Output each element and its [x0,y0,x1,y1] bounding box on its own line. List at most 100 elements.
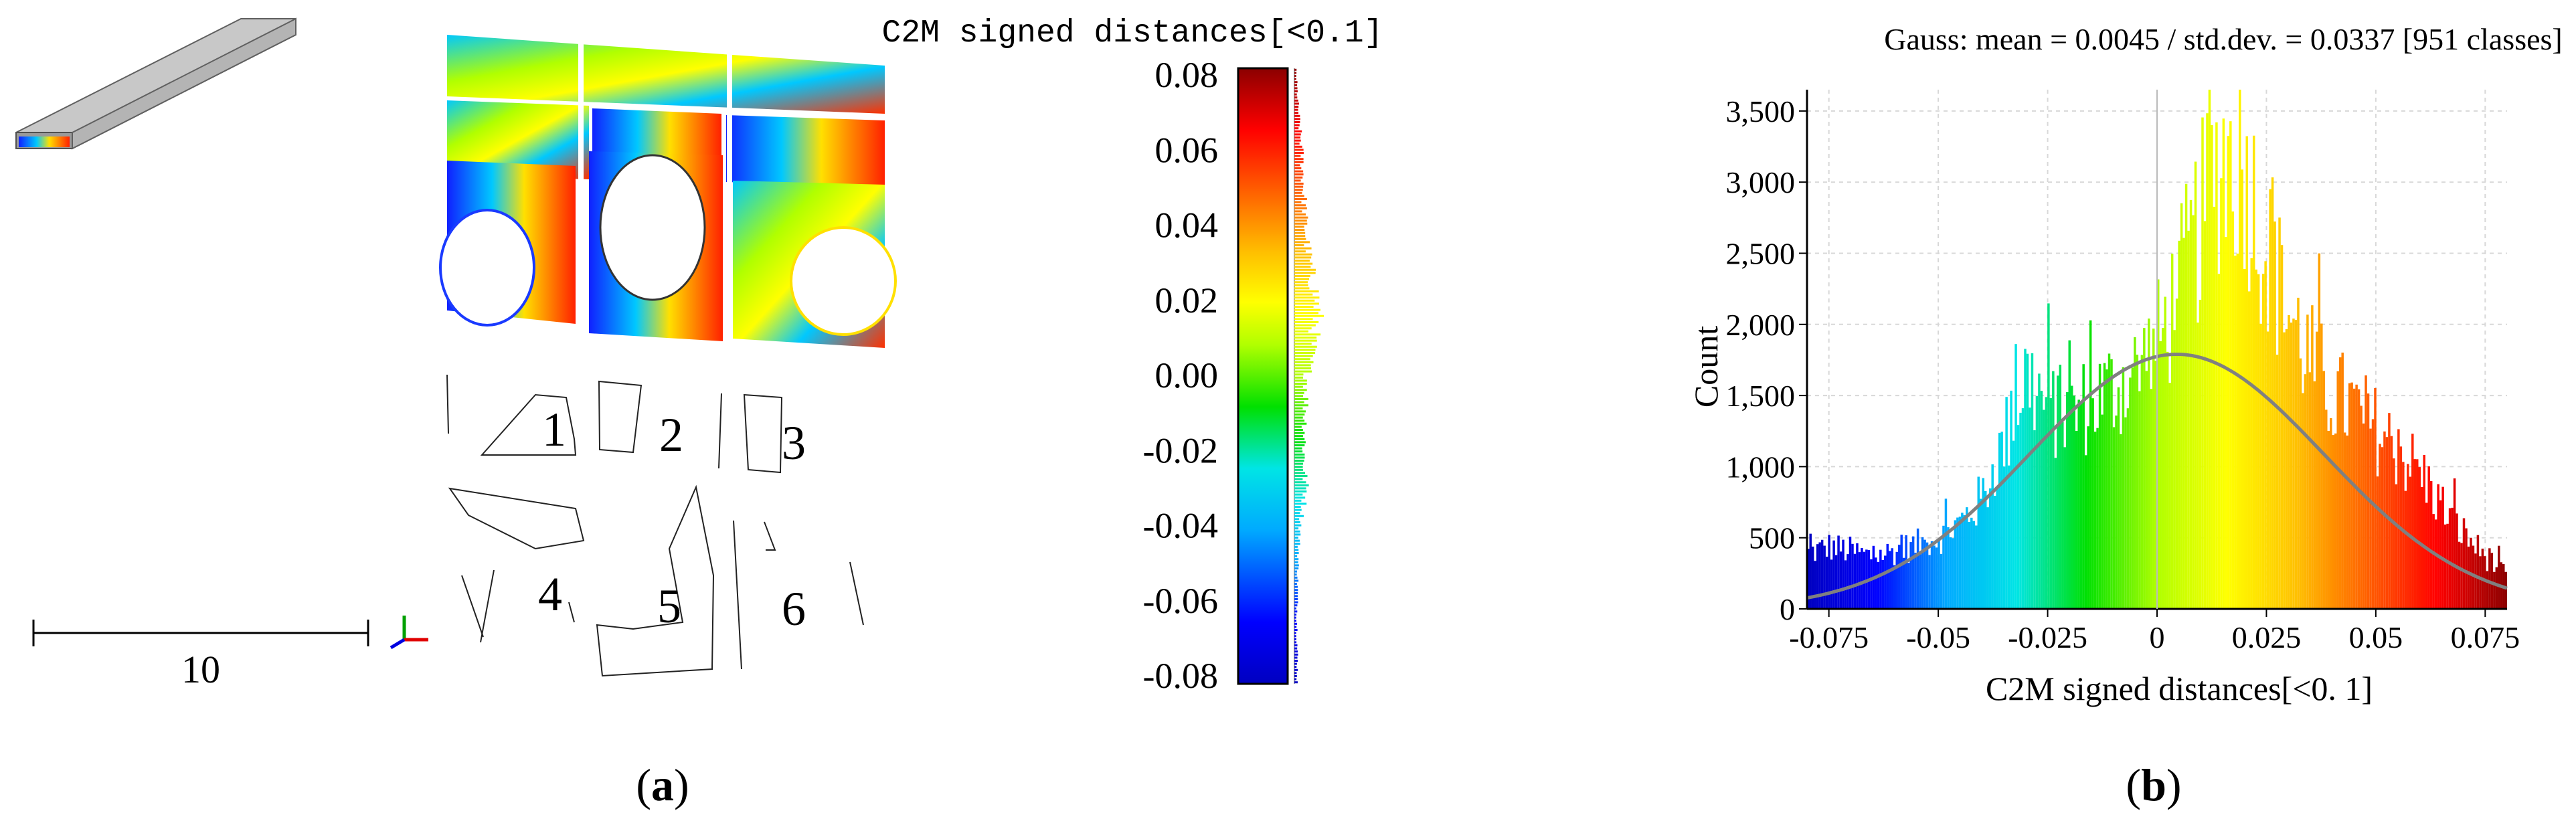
histogram-bar [1905,535,1907,609]
colorbar-tick-label: 0.02 [1155,280,1219,321]
histogram-bar [1902,557,1905,609]
histogram-bar [2052,371,2055,609]
histogram-bar [2045,397,2048,609]
histogram-bar [2304,374,2307,609]
histogram-bar [2348,383,2351,609]
histogram-bar [2075,431,2078,609]
histogram-bar [2108,353,2111,609]
histogram-bar [2327,430,2330,609]
histogram-bar [2002,466,2006,609]
histogram-bar [2451,507,2454,609]
histogram-bar [1881,559,1885,609]
histogram-bar [1919,554,1921,609]
histogram-bar [2479,556,2482,609]
histogram-bar [2157,279,2160,609]
histogram-bar [2257,274,2260,609]
colorbar-ticks: 0.08 0.06 0.04 0.02 0.00 -0.02 -0.04 -0.06 -0.08 [1143,55,1218,696]
histogram-bar [2486,571,2489,609]
histogram-bars [1807,90,2507,610]
histogram-bar [2404,490,2407,609]
histogram-bar [1879,549,1882,609]
histogram-bar [2103,363,2106,609]
histogram-bar [2273,221,2276,609]
histogram-bar [2379,444,2381,609]
histogram-bar [1998,432,2001,609]
histogram-bar [2000,432,2003,609]
histogram-bar [2355,384,2358,609]
histogram-bar [2194,161,2197,610]
histogram-bar [1897,545,1901,609]
region-label-3: 3 [782,416,806,470]
histogram-bar [2070,385,2073,609]
histogram-bar [2220,178,2223,610]
histogram-bar [2504,571,2507,609]
histogram-bar [2168,383,2171,609]
histogram-bar [1891,548,1894,609]
histogram-bar [2029,407,2031,609]
histogram-bar [1993,495,1996,609]
histogram-bar [2383,431,2386,609]
histogram-bar [2035,395,2039,609]
histogram-bar [2038,373,2041,609]
histogram-bar [2432,514,2435,609]
colorbar-tick-label: 0.08 [1155,55,1219,95]
histogram-bar [2126,408,2130,609]
histogram-bar [2115,416,2118,609]
histogram-bar [1818,542,1821,609]
histogram-bar [1820,539,1824,609]
histogram-bar [2143,328,2146,609]
histogram-bar [1816,544,1819,609]
histogram-bar [1916,528,1919,609]
histogram-bar [2203,221,2207,609]
histogram-bar [2243,268,2246,609]
y-tick-label: 2,000 [1726,308,1796,342]
y-tick-label: 2,500 [1726,236,1796,270]
histogram-bar [1935,547,1938,609]
histogram-bar [2073,395,2075,609]
histogram-bar [1938,540,1940,609]
x-axis-label: C2M signed distances[<0. 1] [1986,670,2373,707]
histogram-bar [2068,340,2071,609]
histogram-bar [1856,543,1859,609]
chart-title: Gauss: mean = 0.0045 / std.dev. = 0.0337… [1884,22,2562,56]
histogram-bar [1830,559,1833,609]
histogram-bar [2026,353,2029,609]
histogram-bar [2161,328,2164,609]
histogram-bar [2437,484,2439,609]
region-label-1: 1 [542,403,566,456]
histogram-bar [2005,397,2008,609]
histogram-bar [2413,459,2417,609]
histogram-bar [1972,521,1976,609]
histogram-bar [2247,291,2251,609]
histogram-bar [2338,357,2342,609]
histogram-bar [2180,203,2183,610]
x-tick-label: 0.025 [2232,620,2302,654]
histogram-bar [2061,422,2064,609]
histogram-bar [2063,447,2067,609]
region-label-5: 5 [657,579,681,633]
histogram-bar [2369,428,2372,609]
histogram-bar [2241,169,2244,610]
histogram-bar [2021,408,2025,609]
x-tick-label: 0.075 [2451,620,2520,654]
histogram-bar [2166,351,2169,609]
histogram-bar [2066,392,2069,609]
histogram-bar [1968,522,1971,609]
histogram-bar [2385,437,2389,609]
x-tick-label: -0.025 [2008,620,2087,654]
histogram-bar [2259,323,2262,609]
histogram-bar [2493,571,2496,609]
histogram-bar [2145,371,2148,609]
y-axis-label: Count [1687,326,1725,407]
histogram-bar [2231,211,2235,609]
histogram-bar [2357,389,2360,609]
histogram-bar [1834,555,1838,609]
histogram-bar [2182,238,2185,609]
histogram-bar [1844,560,1847,609]
histogram-bar [2234,255,2237,609]
histogram-bar [2197,323,2199,609]
histogram-bar [2089,320,2092,609]
histogram-bar [1870,559,1873,609]
histogram-bar [2418,467,2421,609]
histogram-bar [2187,230,2190,609]
